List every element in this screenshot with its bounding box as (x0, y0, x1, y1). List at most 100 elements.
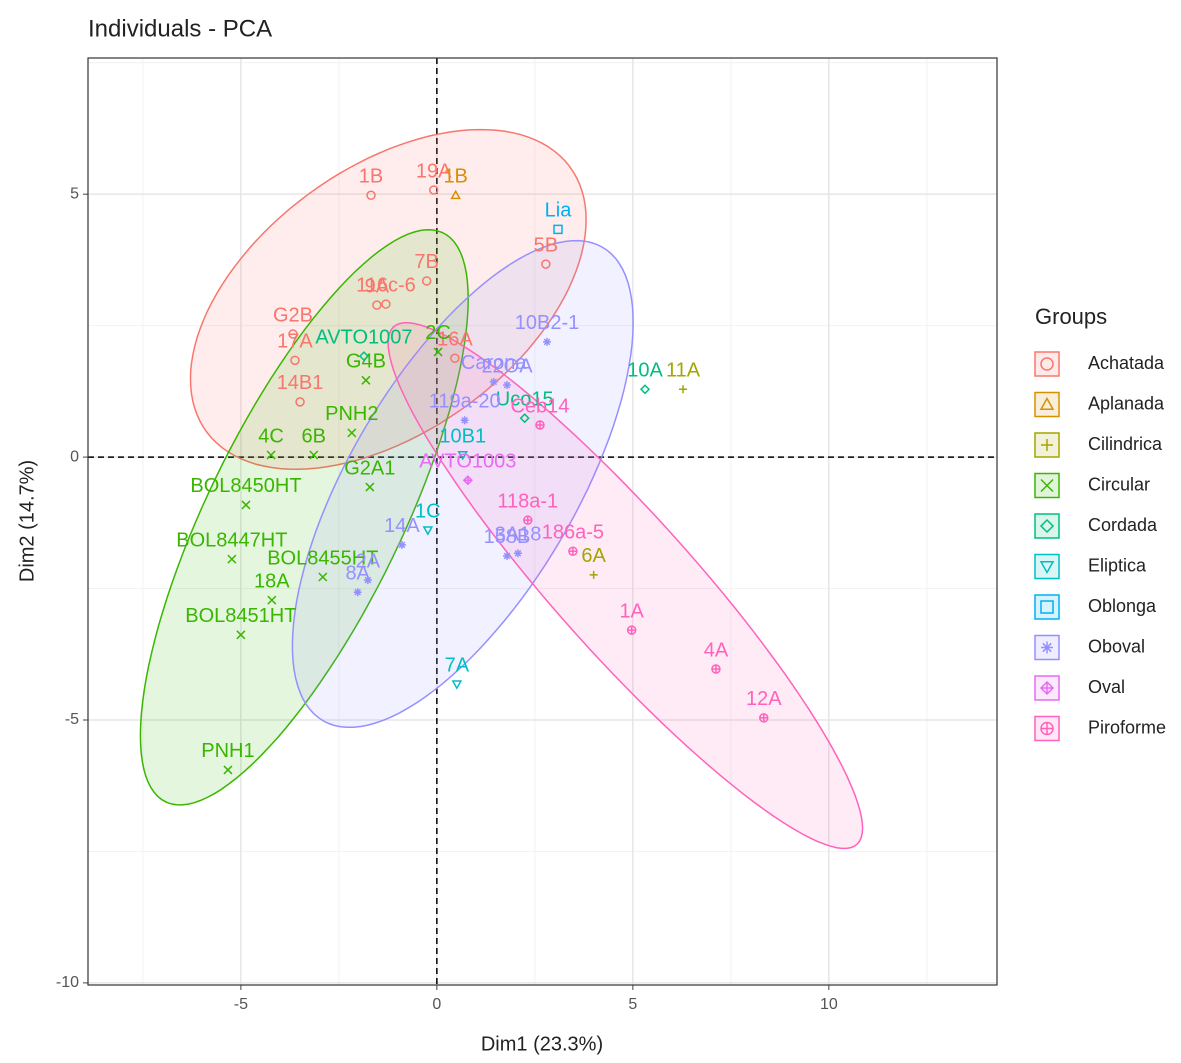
point-label: 119a-20 (429, 391, 501, 413)
point-label: PNH1 (201, 740, 254, 762)
confidence-ellipse (387, 321, 864, 850)
legend-label: Eliptica (1088, 555, 1147, 575)
point (422, 526, 434, 536)
point (679, 385, 688, 394)
point-label: 18A (254, 570, 290, 592)
point (372, 300, 382, 310)
point-label: 9A (365, 275, 390, 297)
point (1039, 560, 1055, 575)
point-label: AVTO1003 (419, 451, 516, 473)
point-label: Ceb14 (510, 395, 569, 417)
point-label: 1C (415, 500, 441, 522)
point (241, 500, 251, 510)
point (1040, 600, 1054, 614)
point-label: BOL8450HT (190, 475, 301, 497)
point (589, 570, 598, 579)
point (223, 765, 233, 775)
confidence-ellipse (291, 239, 634, 729)
point (381, 299, 391, 309)
point (1040, 478, 1054, 493)
point (460, 416, 469, 425)
point-label: 1A (619, 600, 644, 622)
point (421, 276, 432, 286)
legend-key (1034, 513, 1060, 539)
point (711, 664, 721, 674)
legend-label: Aplanada (1088, 393, 1165, 413)
chart-title: Individuals - PCA (88, 15, 272, 42)
point (503, 551, 512, 560)
point (365, 482, 375, 492)
point-label: 3A18 (495, 524, 542, 546)
legend-label: Oblonga (1088, 596, 1157, 616)
point-label: G2B (273, 304, 313, 326)
legend-label: Oboval (1088, 636, 1145, 656)
point (626, 625, 637, 635)
point-label: 8A (345, 563, 370, 585)
point (1041, 641, 1053, 654)
legend-key (1034, 391, 1060, 418)
point (553, 224, 563, 235)
y-tick-label: 0 (70, 448, 79, 465)
point (450, 189, 461, 200)
point (266, 450, 276, 460)
point (353, 588, 362, 597)
point (639, 384, 651, 395)
legend-key (1034, 634, 1060, 661)
point (523, 515, 533, 525)
point-label: 5B (534, 234, 558, 256)
point-label: G4B (346, 351, 386, 373)
point (309, 450, 319, 460)
legend-key (1034, 553, 1060, 580)
point-label: 1B (443, 166, 467, 188)
x-axis-label: Dim1 (23.3%) (481, 1033, 603, 1055)
point-label: 14B1 (277, 372, 324, 394)
point (347, 428, 357, 438)
y-tick-label: -5 (65, 711, 79, 728)
legend-key (1034, 351, 1060, 377)
legend-label: Achatada (1088, 353, 1165, 373)
point-label: Uco15 (496, 388, 554, 410)
point-label: 1B (359, 166, 383, 188)
point (489, 377, 498, 386)
point-label: 6B (302, 425, 326, 447)
point (227, 554, 237, 564)
x-tick-label: 0 (432, 996, 441, 1013)
point (1040, 357, 1054, 371)
legend-key (1034, 715, 1060, 742)
point-label: 4C (258, 425, 284, 447)
point-label: BOL8451HT (185, 605, 296, 627)
point (288, 329, 298, 339)
point (318, 572, 328, 582)
confidence-ellipse (139, 229, 469, 806)
point-label: Lia (545, 200, 573, 222)
point-label: 12A (746, 688, 782, 710)
point (290, 355, 300, 366)
point-label: BOL8455HT (267, 547, 378, 569)
point (568, 546, 578, 556)
legend-label: Cordada (1088, 515, 1158, 535)
point-label: 2A (356, 550, 381, 572)
y-tick-label: -10 (56, 974, 79, 991)
point (462, 475, 473, 486)
point-label: Carona (461, 352, 527, 374)
legend-title: Groups (1035, 304, 1107, 329)
point (397, 540, 406, 549)
point (450, 353, 460, 363)
legend-key (1034, 594, 1060, 620)
point-label: BOL8447HT (176, 529, 287, 551)
x-tick-label: 10 (820, 996, 838, 1013)
point-label: 7A (445, 655, 470, 677)
legend-label: Oval (1088, 677, 1125, 697)
point (358, 351, 370, 362)
point (1039, 396, 1055, 411)
legend-label: Piroforme (1088, 717, 1166, 737)
point-label: 16A (437, 329, 473, 351)
point (295, 397, 305, 407)
point-label: 2C (425, 322, 451, 344)
point-label: 6A (581, 545, 606, 567)
point (363, 576, 372, 585)
point (1041, 439, 1053, 451)
confidence-ellipse (189, 128, 587, 470)
